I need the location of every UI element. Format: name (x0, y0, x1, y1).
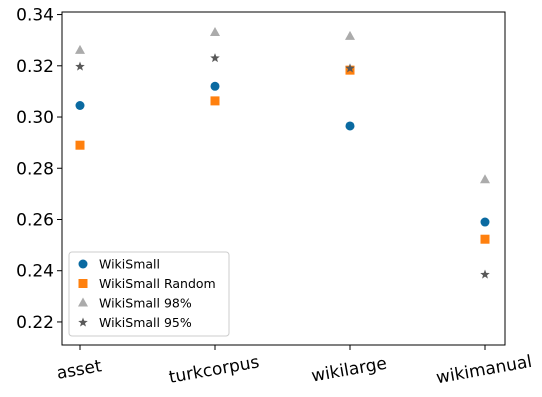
legend-box (68, 251, 230, 337)
series-0 (75, 81, 490, 227)
square-point-asset (75, 140, 85, 150)
circle-point-wikimanual (480, 217, 490, 227)
y-tick-label: 0.24 (16, 262, 54, 282)
legend-marker-2 (78, 297, 88, 307)
triangle-point-wikilarge (345, 30, 355, 40)
star-point-wikilarge (345, 63, 355, 73)
legend-marker-3 (78, 317, 88, 327)
triangle-point-asset (75, 44, 85, 54)
legend-label: WikiSmall (99, 257, 160, 272)
y-tick-label: 0.30 (16, 108, 54, 128)
series-3 (75, 53, 490, 279)
star-point-asset (75, 61, 85, 71)
series-2 (75, 26, 490, 184)
star-point-turkcorpus (210, 53, 220, 63)
x-tick-label-wikilarge: wikilarge (310, 354, 389, 387)
x-axis: asset turkcorpus wikilarge wikimanual (55, 345, 534, 389)
x-tick-label-asset: asset (55, 356, 103, 384)
square-point-turkcorpus (210, 96, 220, 106)
legend-label: WikiSmall 98% (99, 296, 192, 311)
series-1 (75, 65, 490, 244)
triangle-point-wikimanual (480, 174, 490, 184)
square-point-wikimanual (480, 234, 490, 244)
legend-label: WikiSmall 95% (99, 315, 192, 330)
y-tick-label: 0.26 (16, 210, 54, 230)
legend-marker-0 (78, 259, 88, 269)
plot-frame (61, 11, 506, 346)
circle-point-asset (75, 100, 85, 110)
legend-marker-1 (78, 279, 88, 288)
legend-label: WikiSmall Random (99, 276, 216, 291)
legend: WikiSmall WikiSmall Random WikiSmall 98% Wi… (68, 251, 230, 337)
y-tick-label: 0.32 (16, 57, 54, 77)
y-tick-label: 0.22 (16, 313, 54, 333)
y-tick-label: 0.34 (16, 6, 54, 26)
circle-point-turkcorpus (210, 81, 220, 91)
star-point-wikimanual (480, 269, 490, 279)
x-tick-label-turkcorpus: turkcorpus (167, 352, 261, 388)
triangle-point-turkcorpus (210, 26, 220, 36)
y-axis: 0.22 0.24 0.26 0.28 0.30 0.32 0.34 (16, 6, 62, 333)
x-tick-label-wikimanual: wikimanual (435, 352, 534, 389)
chart-marks (75, 26, 490, 279)
y-tick-label: 0.28 (16, 159, 54, 179)
circle-point-wikilarge (345, 121, 355, 131)
